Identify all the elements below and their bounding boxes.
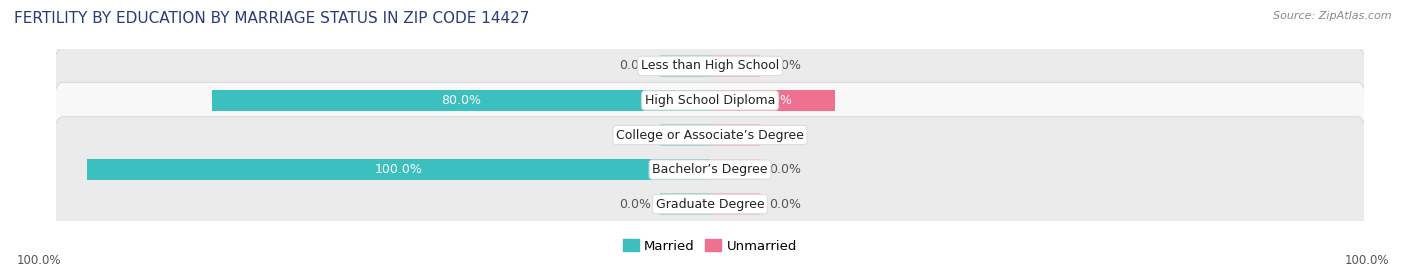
Bar [661, 124, 710, 146]
Text: Source: ZipAtlas.com: Source: ZipAtlas.com [1274, 11, 1392, 21]
Text: 20.0%: 20.0% [752, 94, 792, 107]
Text: 0.0%: 0.0% [619, 59, 651, 72]
Text: College or Associate’s Degree: College or Associate’s Degree [616, 129, 804, 141]
Bar [661, 193, 710, 215]
Text: 80.0%: 80.0% [441, 94, 481, 107]
Bar [710, 193, 759, 215]
Bar [661, 55, 710, 77]
Text: 100.0%: 100.0% [1344, 254, 1389, 267]
Bar [710, 55, 759, 77]
FancyBboxPatch shape [51, 82, 1369, 257]
Text: FERTILITY BY EDUCATION BY MARRIAGE STATUS IN ZIP CODE 14427: FERTILITY BY EDUCATION BY MARRIAGE STATU… [14, 11, 530, 26]
Bar [710, 124, 759, 146]
FancyBboxPatch shape [51, 0, 1369, 153]
Text: 0.0%: 0.0% [769, 163, 801, 176]
Legend: Married, Unmarried: Married, Unmarried [623, 239, 797, 253]
Text: 0.0%: 0.0% [619, 129, 651, 141]
Bar [87, 159, 710, 180]
Text: Less than High School: Less than High School [641, 59, 779, 72]
Text: 0.0%: 0.0% [769, 129, 801, 141]
Text: 0.0%: 0.0% [619, 198, 651, 211]
FancyBboxPatch shape [51, 13, 1369, 188]
FancyBboxPatch shape [51, 117, 1369, 270]
Bar [710, 159, 759, 180]
Text: Graduate Degree: Graduate Degree [655, 198, 765, 211]
Bar [710, 90, 835, 111]
Bar [212, 90, 710, 111]
Text: 100.0%: 100.0% [375, 163, 423, 176]
Text: Bachelor’s Degree: Bachelor’s Degree [652, 163, 768, 176]
FancyBboxPatch shape [51, 48, 1369, 222]
Text: High School Diploma: High School Diploma [645, 94, 775, 107]
Text: 100.0%: 100.0% [17, 254, 62, 267]
Text: 0.0%: 0.0% [769, 59, 801, 72]
Text: 0.0%: 0.0% [769, 198, 801, 211]
